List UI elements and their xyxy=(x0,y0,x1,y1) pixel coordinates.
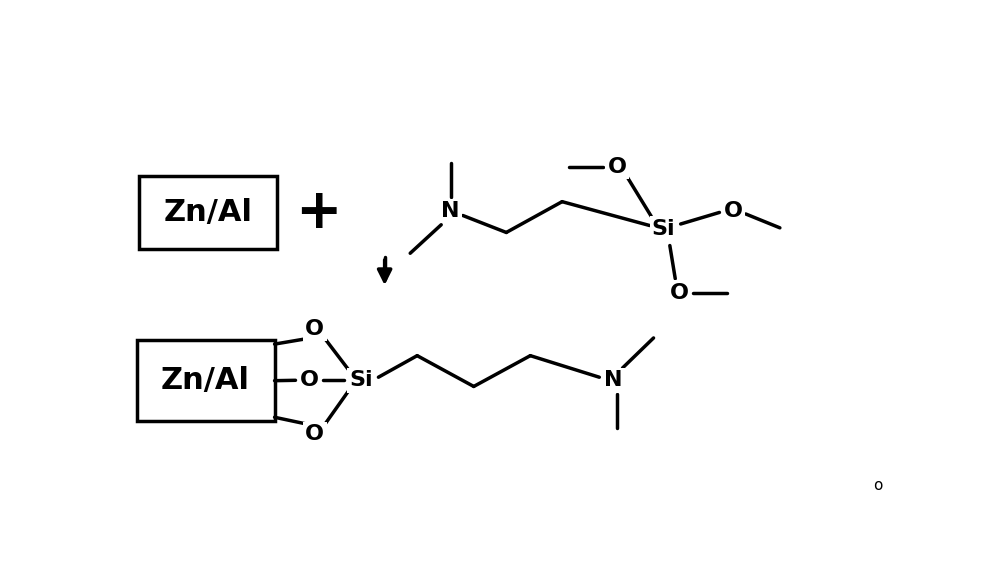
Text: o: o xyxy=(874,478,883,492)
Text: O: O xyxy=(670,283,689,302)
Text: Zn/Al: Zn/Al xyxy=(161,366,250,395)
Text: Zn/Al: Zn/Al xyxy=(163,199,252,227)
Text: Si: Si xyxy=(350,371,373,390)
Text: O: O xyxy=(305,319,324,339)
Bar xyxy=(137,340,275,421)
Text: O: O xyxy=(300,371,319,390)
Text: O: O xyxy=(305,424,324,444)
Bar xyxy=(139,177,277,249)
Text: O: O xyxy=(724,201,743,221)
Text: N: N xyxy=(604,371,622,390)
Text: O: O xyxy=(608,157,627,177)
Text: N: N xyxy=(441,201,460,221)
Text: +: + xyxy=(296,186,342,240)
Text: Si: Si xyxy=(652,219,675,239)
